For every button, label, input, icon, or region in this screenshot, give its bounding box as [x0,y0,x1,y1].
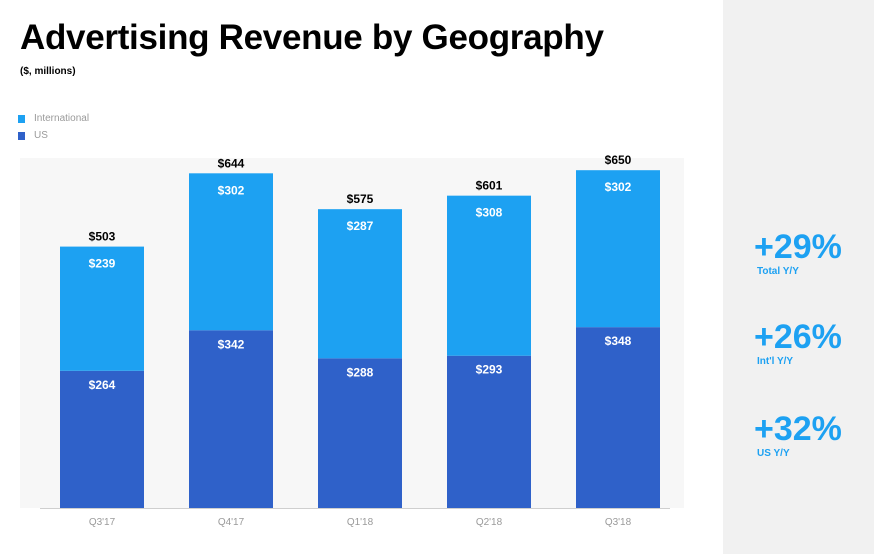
bar-us-1 [189,330,273,508]
data-label-us-2: $288 [347,365,374,379]
chart-title: Advertising Revenue by Geography [20,18,604,57]
stat-total-label: Total Y/Y [757,266,799,277]
bar-us-4 [576,327,660,508]
bar-international-3 [447,195,531,356]
bar-international-0 [60,246,144,371]
legend-item-international: International [18,110,89,127]
bar-us-2 [318,358,402,508]
total-label-1: $644 [218,156,245,170]
stat-intl-label: Int'l Y/Y [757,356,794,367]
stat-us-yoy: +32% US Y/Y [754,412,842,459]
bar-international-2 [318,209,402,359]
bar-international-1 [189,173,273,331]
data-label-international-3: $308 [476,206,503,220]
legend-item-us: US [18,127,89,144]
x-tick-label-2: Q1'18 [347,517,374,528]
legend-swatch-international [18,114,25,123]
stat-intl-value: +26% [754,318,842,356]
legend-swatch-us [18,131,25,140]
data-label-international-0: $239 [89,257,116,271]
chart-subtitle: ($, millions) [20,66,76,77]
data-label-us-1: $342 [218,337,245,351]
stat-total-yoy: +29% Total Y/Y [754,230,842,277]
bar-us-3 [447,355,531,508]
total-label-4: $650 [605,153,632,167]
stat-intl-yoy: +26% Int'l Y/Y [754,320,842,367]
legend-label-us: US [34,130,48,141]
data-label-us-0: $264 [89,378,116,392]
x-tick-label-0: Q3'17 [89,517,116,528]
stacked-bar-chart: $264 $239 $503 Q3'17 $342 $302 $644 Q4'17 $288 $2… [40,153,670,528]
data-label-international-2: $287 [347,219,374,233]
total-label-2: $575 [347,192,374,206]
x-tick-label-4: Q3'18 [605,517,632,528]
data-label-us-3: $293 [476,363,503,377]
x-tick-label-1: Q4'17 [218,517,245,528]
x-tick-label-3: Q2'18 [476,517,503,528]
total-label-0: $503 [89,230,116,244]
stat-total-value: +29% [754,228,842,266]
data-label-international-4: $302 [605,180,632,194]
stat-us-value: +32% [754,410,842,448]
stats-panel [723,0,874,554]
bar-international-4 [576,170,660,328]
legend-label-international: International [34,113,90,124]
bar-us-0 [60,370,144,508]
data-label-international-1: $302 [218,183,245,197]
stat-us-label: US Y/Y [757,448,790,459]
legend: International US [18,110,89,144]
data-label-us-4: $348 [605,334,632,348]
total-label-3: $601 [476,179,503,193]
